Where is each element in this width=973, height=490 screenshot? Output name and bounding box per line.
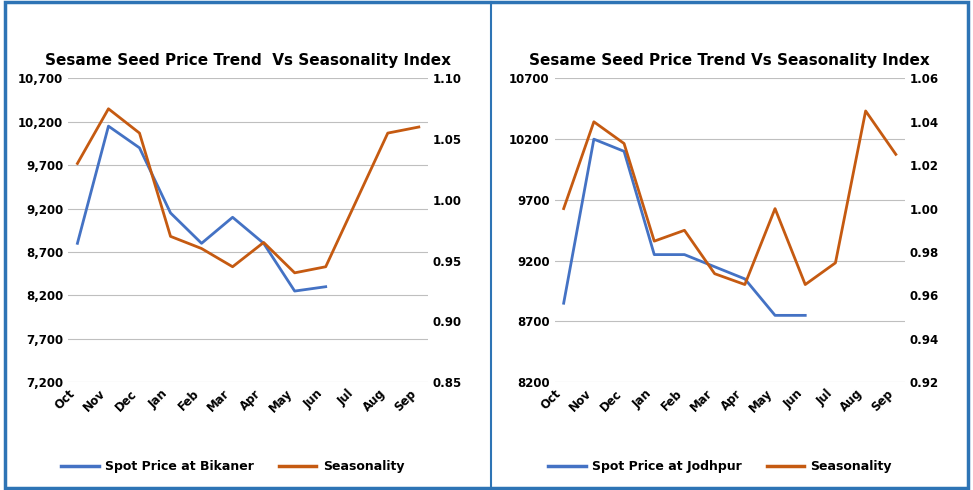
Seasonality	[860, 108, 872, 114]
Spot Price at Jodhpur	[708, 264, 720, 270]
Spot Price at Bikaner	[164, 210, 176, 216]
Spot Price at Bikaner	[258, 241, 270, 246]
Spot Price at Jodhpur	[618, 148, 630, 154]
Spot Price at Jodhpur	[770, 313, 781, 318]
Spot Price at Jodhpur	[558, 300, 569, 306]
Seasonality	[648, 238, 660, 244]
Title: Sesame Seed Price Trend  Vs Seasonality Index: Sesame Seed Price Trend Vs Seasonality I…	[45, 52, 451, 68]
Seasonality	[618, 141, 630, 147]
Seasonality	[258, 240, 270, 245]
Seasonality	[588, 119, 599, 125]
Spot Price at Jodhpur	[800, 313, 811, 318]
Title: Sesame Seed Price Trend Vs Seasonality Index: Sesame Seed Price Trend Vs Seasonality I…	[529, 52, 930, 68]
Spot Price at Jodhpur	[739, 276, 751, 282]
Spot Price at Bikaner	[102, 123, 114, 129]
Spot Price at Bikaner	[72, 241, 84, 246]
Seasonality	[678, 227, 690, 233]
Line: Seasonality: Seasonality	[563, 111, 896, 285]
Seasonality	[289, 270, 301, 276]
Line: Spot Price at Jodhpur: Spot Price at Jodhpur	[563, 139, 806, 316]
Seasonality	[413, 124, 424, 130]
Spot Price at Jodhpur	[678, 252, 690, 258]
Seasonality	[800, 282, 811, 288]
Seasonality	[102, 106, 114, 112]
Seasonality	[382, 130, 394, 136]
Spot Price at Bikaner	[320, 284, 332, 290]
Seasonality	[351, 197, 363, 203]
Seasonality	[890, 151, 902, 157]
Seasonality	[739, 282, 751, 288]
Seasonality	[830, 260, 842, 266]
Legend: Spot Price at Bikaner, Seasonality: Spot Price at Bikaner, Seasonality	[56, 455, 410, 478]
Seasonality	[196, 245, 207, 251]
Line: Seasonality: Seasonality	[78, 109, 418, 273]
Seasonality	[72, 161, 84, 167]
Seasonality	[708, 271, 720, 277]
Legend: Spot Price at Jodhpur, Seasonality: Spot Price at Jodhpur, Seasonality	[543, 455, 897, 478]
Seasonality	[227, 264, 238, 270]
Seasonality	[133, 130, 145, 136]
Spot Price at Bikaner	[196, 241, 207, 246]
Seasonality	[164, 233, 176, 239]
Seasonality	[558, 206, 569, 212]
Spot Price at Bikaner	[227, 214, 238, 220]
Seasonality	[770, 206, 781, 212]
Spot Price at Jodhpur	[648, 252, 660, 258]
Line: Spot Price at Bikaner: Spot Price at Bikaner	[78, 126, 326, 291]
Spot Price at Bikaner	[133, 145, 145, 151]
Spot Price at Bikaner	[289, 288, 301, 294]
Spot Price at Jodhpur	[588, 136, 599, 142]
Seasonality	[320, 264, 332, 270]
